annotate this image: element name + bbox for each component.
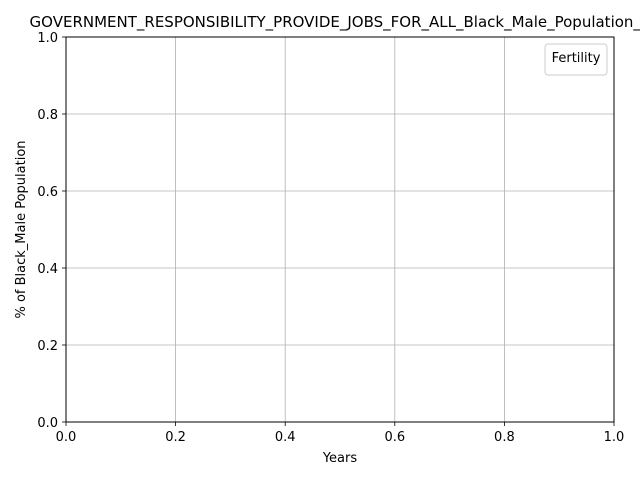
x-tick-label: 1.0 bbox=[604, 430, 625, 445]
y-axis-label: % of Black_Male Population bbox=[14, 140, 29, 318]
x-axis-label: Years bbox=[322, 451, 358, 466]
y-tick-label: 0.4 bbox=[37, 262, 58, 277]
legend: Fertility bbox=[544, 43, 608, 76]
y-tick-label: 0.0 bbox=[37, 416, 58, 431]
plot-area bbox=[65, 36, 615, 423]
legend-box bbox=[544, 43, 608, 76]
x-tick-label: 0.2 bbox=[165, 430, 186, 445]
legend-title: Fertility bbox=[552, 51, 601, 66]
x-tick-label: 0.4 bbox=[275, 430, 296, 445]
x-tick-label: 0.6 bbox=[384, 430, 405, 445]
x-axis: 0.0 0.2 0.4 0.6 0.8 1.0 bbox=[56, 422, 625, 445]
y-axis: 0.0 0.2 0.4 0.6 0.8 1.0 bbox=[37, 31, 66, 431]
y-tick-label: 0.6 bbox=[37, 185, 58, 200]
y-tick-label: 0.8 bbox=[37, 108, 58, 123]
y-tick-label: 0.2 bbox=[37, 339, 58, 354]
y-tick-label: 1.0 bbox=[37, 31, 58, 46]
chart-title: GOVERNMENT_RESPONSIBILITY_PROVIDE_JOBS_F… bbox=[30, 13, 640, 32]
x-tick-label: 0.8 bbox=[494, 430, 515, 445]
x-tick-label: 0.0 bbox=[56, 430, 77, 445]
